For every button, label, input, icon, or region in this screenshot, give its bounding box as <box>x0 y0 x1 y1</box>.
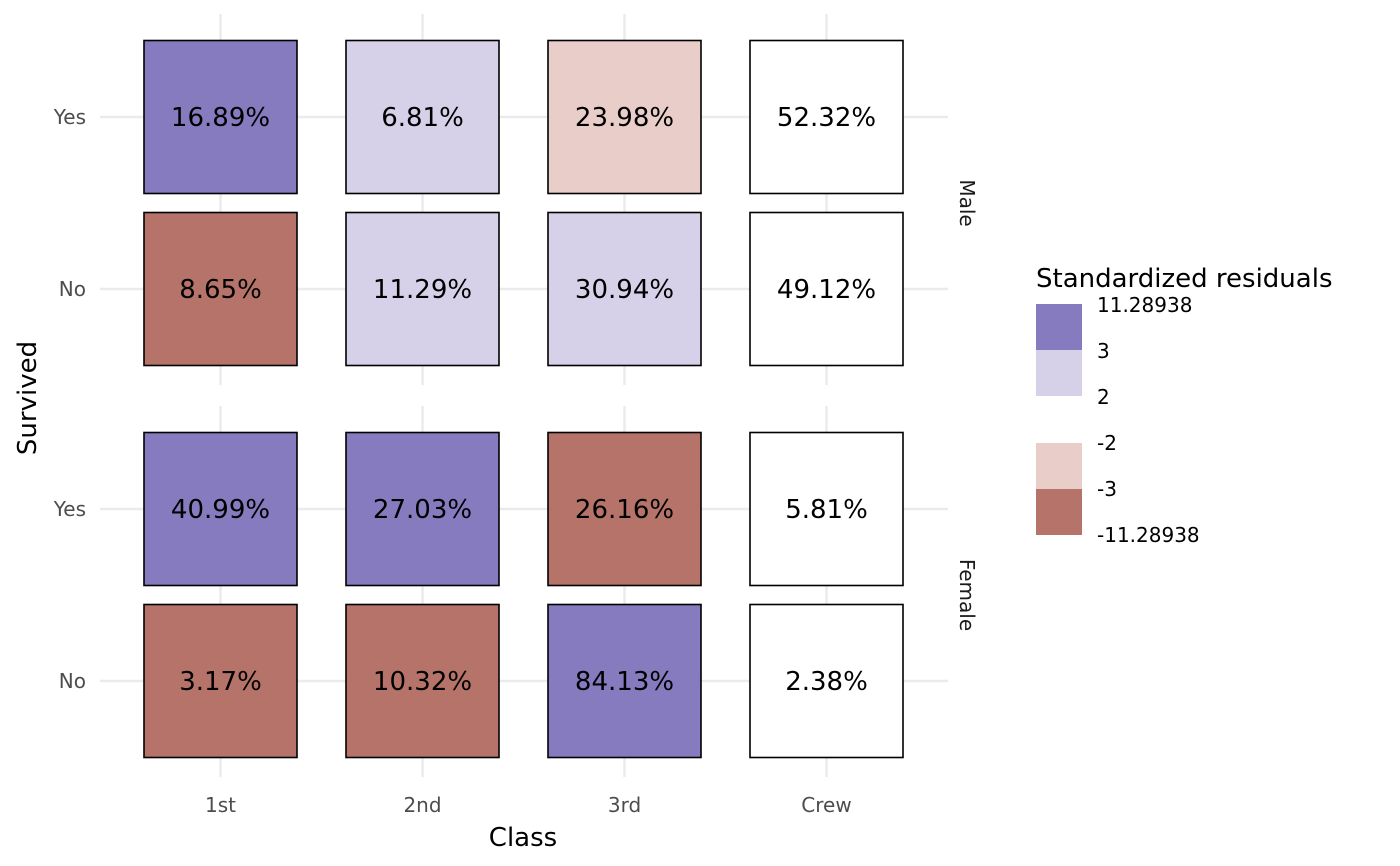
legend-swatch-high <box>1036 304 1082 350</box>
cell-female-no-2nd <box>345 603 500 759</box>
cell-label: 23.98% <box>575 103 674 133</box>
y-tick-label: Yes <box>53 497 86 521</box>
cell-label: 84.13% <box>575 667 674 697</box>
y-tick-label: No <box>59 669 86 693</box>
cell-female-yes-3rd <box>547 431 702 587</box>
y-tick-label: Yes <box>53 105 86 129</box>
legend-swatch-mid_pos <box>1036 350 1082 396</box>
cell-male-yes-crew <box>749 39 904 195</box>
facet-strip-label-female: Female <box>955 559 979 631</box>
legend-label: 2 <box>1097 385 1110 409</box>
cell-label: 26.16% <box>575 495 674 525</box>
cell-label: 5.81% <box>785 495 868 525</box>
cell-label: 3.17% <box>179 667 262 697</box>
cell-male-yes-3rd <box>547 39 702 195</box>
axis-ticks: Yes No Yes No 1st 2nd 3rd Crew <box>53 105 852 817</box>
x-tick-label: 3rd <box>608 793 641 817</box>
legend-label: 3 <box>1097 339 1110 363</box>
cell-label: 52.32% <box>777 103 876 133</box>
cell-male-yes-1st <box>143 39 298 195</box>
cell-label: 6.81% <box>381 103 464 133</box>
cell-female-no-1st <box>143 603 298 759</box>
cell-label: 30.94% <box>575 275 674 305</box>
facet-strip-label-male: Male <box>955 179 979 226</box>
cell-label: 11.29% <box>373 275 472 305</box>
cell-label: 8.65% <box>179 275 262 305</box>
cell-label: 40.99% <box>171 495 270 525</box>
y-axis-title: Survived <box>13 341 43 455</box>
x-tick-label: Crew <box>801 793 851 817</box>
cell-label: 49.12% <box>777 275 876 305</box>
cell-male-no-3rd <box>547 211 702 367</box>
cell-male-no-2nd <box>345 211 500 367</box>
cell-female-no-crew <box>749 603 904 759</box>
cell-label: 27.03% <box>373 495 472 525</box>
cell-male-yes-2nd <box>345 39 500 195</box>
legend-swatch-low <box>1036 489 1082 535</box>
cell-label: 10.32% <box>373 667 472 697</box>
legend: Standardized residuals 11.28938 3 2 -2 -3 -11… <box>1036 264 1333 547</box>
cell-male-no-crew <box>749 211 904 367</box>
legend-label: -3 <box>1097 477 1117 501</box>
cell-female-no-3rd <box>547 603 702 759</box>
legend-title: Standardized residuals <box>1036 264 1333 294</box>
x-tick-label: 2nd <box>403 793 441 817</box>
legend-label: -2 <box>1097 431 1117 455</box>
facet-strips: Male Female <box>955 179 979 631</box>
cell-male-no-1st <box>143 211 298 367</box>
cell-label: 2.38% <box>785 667 868 697</box>
cell-female-yes-1st <box>143 431 298 587</box>
x-tick-label: 1st <box>205 793 236 817</box>
cells: 16.89% 6.81% 23.98% 52.32% 8.65% 11.29% 30.94%… <box>143 39 904 759</box>
y-tick-label: No <box>59 277 86 301</box>
cell-female-yes-2nd <box>345 431 500 587</box>
legend-swatch-mid_neg <box>1036 443 1082 489</box>
cell-label: 16.89% <box>171 103 270 133</box>
legend-label: -11.28938 <box>1097 523 1200 547</box>
x-axis-title: Class <box>489 823 557 853</box>
cell-female-yes-crew <box>749 431 904 587</box>
legend-label: 11.28938 <box>1097 293 1192 317</box>
